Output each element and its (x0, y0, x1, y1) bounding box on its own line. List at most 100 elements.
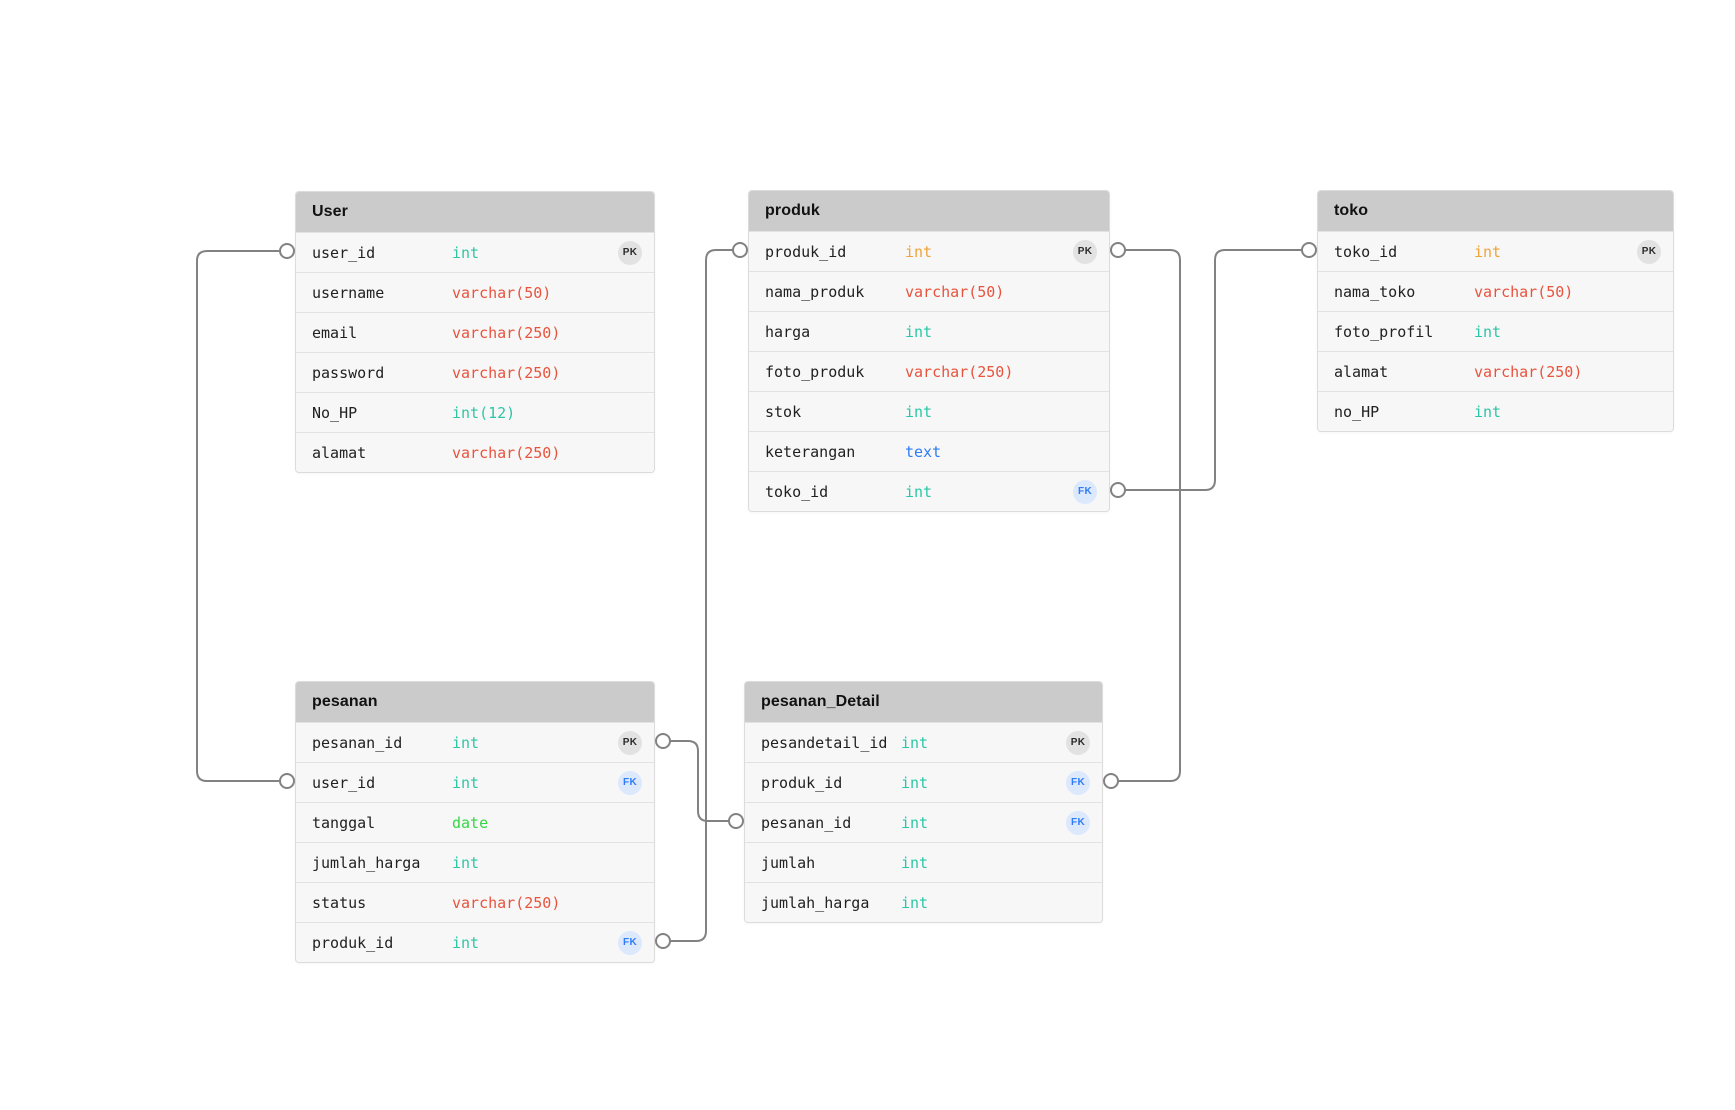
field-type: int (901, 773, 929, 792)
connector-endpoint-produk-toko[interactable] (1110, 482, 1126, 498)
row-user-user_id[interactable]: user_id int PK (296, 232, 654, 272)
connector-endpoint-user-pesanan[interactable] (279, 773, 295, 789)
field-name: produk_id (761, 773, 843, 792)
field-name: toko_id (765, 482, 829, 501)
pk-badge: PK (1066, 730, 1090, 755)
row-produk-stok[interactable]: stok int (749, 391, 1109, 431)
connector-endpoint-produk-pesanan_detail[interactable] (1110, 242, 1126, 258)
row-produk-nama_produk[interactable]: nama_produk varchar(50) (749, 271, 1109, 311)
connector-endpoint-pesanan-pesanan_detail[interactable] (728, 813, 744, 829)
field-type: int (1474, 322, 1502, 341)
row-pesanan_detail-produk_id[interactable]: produk_id int FK (745, 762, 1102, 802)
row-pesanan-pesanan_id[interactable]: pesanan_id int PK (296, 722, 654, 762)
field-type: varchar(250) (452, 893, 561, 912)
table-pesanan[interactable]: pesanan pesanan_id int PK user_id int FK… (295, 681, 655, 963)
table-pesanan_detail[interactable]: pesanan_Detail pesandetail_id int PK pro… (744, 681, 1103, 923)
row-pesanan-produk_id[interactable]: produk_id int FK (296, 922, 654, 962)
pk-badge: PK (1073, 239, 1097, 264)
pk-badge: PK (1637, 239, 1661, 264)
field-name: keterangan (765, 442, 856, 461)
relationship-line-produk-toko[interactable] (1125, 249, 1302, 491)
field-type: int (905, 242, 933, 261)
field-name: foto_profil (1334, 322, 1434, 341)
row-pesanan_detail-jumlah_harga[interactable]: jumlah_harga int (745, 882, 1102, 922)
table-title: pesanan (312, 693, 378, 710)
row-user-alamat[interactable]: alamat varchar(250) (296, 432, 654, 472)
relationship-line-produk-pesanan[interactable] (670, 249, 733, 942)
table-header[interactable]: User (296, 192, 654, 232)
table-header[interactable]: toko (1318, 191, 1673, 231)
field-type: int (1474, 242, 1502, 261)
row-pesanan_detail-pesandetail_id[interactable]: pesandetail_id int PK (745, 722, 1102, 762)
fk-badge: FK (1066, 770, 1090, 795)
fk-badge: FK (618, 770, 642, 795)
table-header[interactable]: pesanan (296, 682, 654, 722)
row-pesanan-status[interactable]: status varchar(250) (296, 882, 654, 922)
field-name: No_HP (312, 403, 358, 422)
row-user-username[interactable]: username varchar(50) (296, 272, 654, 312)
field-name: harga (765, 322, 811, 341)
field-type: varchar(250) (452, 323, 561, 342)
row-produk-toko_id[interactable]: toko_id int FK (749, 471, 1109, 511)
connector-endpoint-user-pesanan[interactable] (279, 243, 295, 259)
row-toko-nama_toko[interactable]: nama_toko varchar(50) (1318, 271, 1673, 311)
table-header[interactable]: pesanan_Detail (745, 682, 1102, 722)
connector-endpoint-produk-toko[interactable] (1301, 242, 1317, 258)
table-header[interactable]: produk (749, 191, 1109, 231)
connector-endpoint-produk-pesanan[interactable] (732, 242, 748, 258)
table-user[interactable]: User user_id int PK username varchar(50)… (295, 191, 655, 473)
relationship-line-user-pesanan[interactable] (196, 250, 280, 782)
field-type: int (901, 853, 929, 872)
row-toko-foto_profil[interactable]: foto_profil int (1318, 311, 1673, 351)
relationship-line-pesanan-pesanan_detail[interactable] (670, 740, 729, 822)
table-title: pesanan_Detail (761, 693, 880, 710)
field-type: varchar(250) (452, 443, 561, 462)
connector-endpoint-produk-pesanan[interactable] (655, 933, 671, 949)
field-name: status (312, 893, 367, 912)
field-name: foto_produk (765, 362, 865, 381)
row-produk-foto_produk[interactable]: foto_produk varchar(250) (749, 351, 1109, 391)
row-user-password[interactable]: password varchar(250) (296, 352, 654, 392)
field-type: varchar(250) (905, 362, 1014, 381)
row-toko-alamat[interactable]: alamat varchar(250) (1318, 351, 1673, 391)
row-user-No_HP[interactable]: No_HP int(12) (296, 392, 654, 432)
fk-badge: FK (1073, 479, 1097, 504)
field-type: varchar(250) (452, 363, 561, 382)
row-pesanan-user_id[interactable]: user_id int FK (296, 762, 654, 802)
row-pesanan-jumlah_harga[interactable]: jumlah_harga int (296, 842, 654, 882)
field-name: produk_id (312, 933, 394, 952)
field-type: int(12) (452, 403, 516, 422)
field-type: int (452, 733, 480, 752)
field-type: varchar(250) (1474, 362, 1583, 381)
row-user-email[interactable]: email varchar(250) (296, 312, 654, 352)
connector-endpoint-produk-pesanan_detail[interactable] (1103, 773, 1119, 789)
table-produk[interactable]: produk produk_id int PK nama_produk varc… (748, 190, 1110, 512)
field-type: int (901, 733, 929, 752)
relationship-line-produk-pesanan_detail[interactable] (1118, 249, 1181, 782)
fk-badge: FK (1066, 810, 1090, 835)
field-type: int (901, 813, 929, 832)
table-title: User (312, 203, 348, 220)
field-type: int (1474, 402, 1502, 421)
field-name: pesanan_id (761, 813, 852, 832)
field-name: nama_toko (1334, 282, 1416, 301)
field-name: produk_id (765, 242, 847, 261)
table-toko[interactable]: toko toko_id int PK nama_toko varchar(50… (1317, 190, 1674, 432)
table-title: toko (1334, 202, 1369, 219)
field-name: jumlah (761, 853, 816, 872)
row-pesanan_detail-pesanan_id[interactable]: pesanan_id int FK (745, 802, 1102, 842)
table-rows: user_id int PK username varchar(50) emai… (296, 232, 654, 472)
field-type: date (452, 813, 489, 832)
field-name: pesandetail_id (761, 733, 888, 752)
row-produk-produk_id[interactable]: produk_id int PK (749, 231, 1109, 271)
row-produk-harga[interactable]: harga int (749, 311, 1109, 351)
row-produk-keterangan[interactable]: keterangan text (749, 431, 1109, 471)
connector-endpoint-pesanan-pesanan_detail[interactable] (655, 733, 671, 749)
row-toko-no_HP[interactable]: no_HP int (1318, 391, 1673, 431)
field-type: varchar(50) (905, 282, 1005, 301)
row-pesanan_detail-jumlah[interactable]: jumlah int (745, 842, 1102, 882)
row-toko-toko_id[interactable]: toko_id int PK (1318, 231, 1673, 271)
row-pesanan-tanggal[interactable]: tanggal date (296, 802, 654, 842)
field-name: alamat (312, 443, 367, 462)
